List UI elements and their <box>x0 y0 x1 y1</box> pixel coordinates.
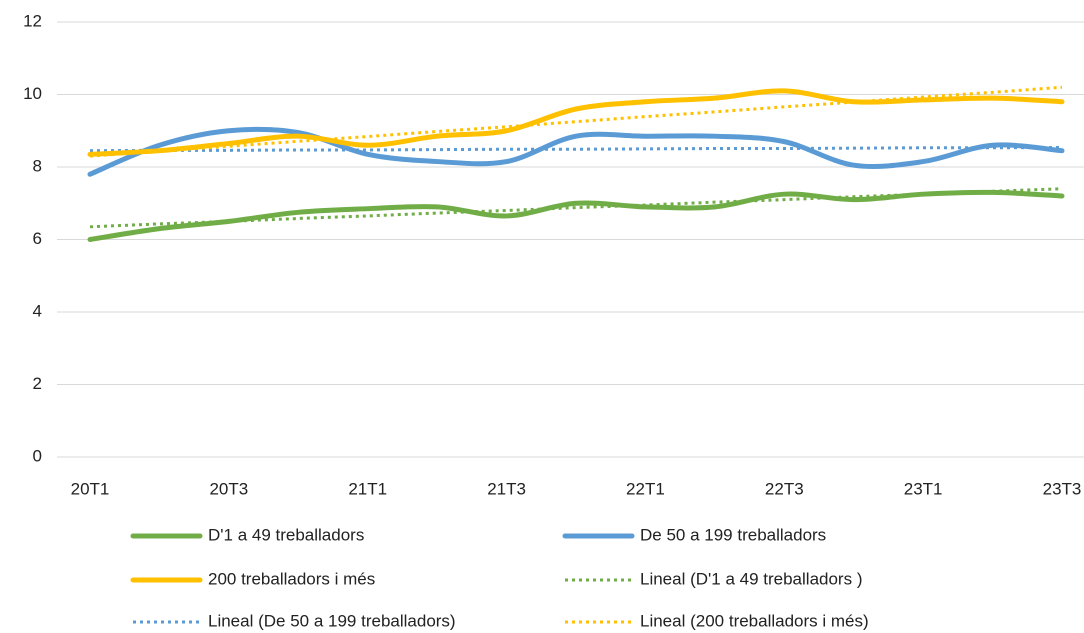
x-tick-label: 22T3 <box>765 479 804 498</box>
y-tick-label: 6 <box>33 229 42 248</box>
x-tick-label: 23T3 <box>1043 479 1082 498</box>
x-tick-label: 20T3 <box>209 479 248 498</box>
y-tick-label: 4 <box>33 301 42 320</box>
series-line <box>87 88 1065 157</box>
series-line <box>87 189 1065 242</box>
y-tick-label: 10 <box>23 84 42 103</box>
series-line <box>87 126 1065 177</box>
y-tick-label: 2 <box>33 374 42 393</box>
x-tick-label: 20T1 <box>71 479 110 498</box>
x-tick-label: 21T1 <box>348 479 387 498</box>
x-tick-label: 21T3 <box>487 479 526 498</box>
legend-label: Lineal (De 50 a 199 treballadors) <box>208 611 456 630</box>
legend-label: 200 treballadors i més <box>208 569 375 588</box>
y-tick-label: 0 <box>33 446 42 465</box>
y-tick-label: 8 <box>33 156 42 175</box>
legend-label: Lineal (D'1 a 49 treballadors ) <box>640 569 862 588</box>
legend-label: De 50 a 199 treballadors <box>640 525 826 544</box>
legend-label: D'1 a 49 treballadors <box>208 525 364 544</box>
y-tick-label: 12 <box>23 11 42 30</box>
series-line <box>89 145 1063 153</box>
x-tick-label: 22T1 <box>626 479 665 498</box>
x-tick-label: 23T1 <box>904 479 943 498</box>
legend-label: Lineal (200 treballadors i més) <box>640 611 869 630</box>
series-line <box>89 85 1063 158</box>
